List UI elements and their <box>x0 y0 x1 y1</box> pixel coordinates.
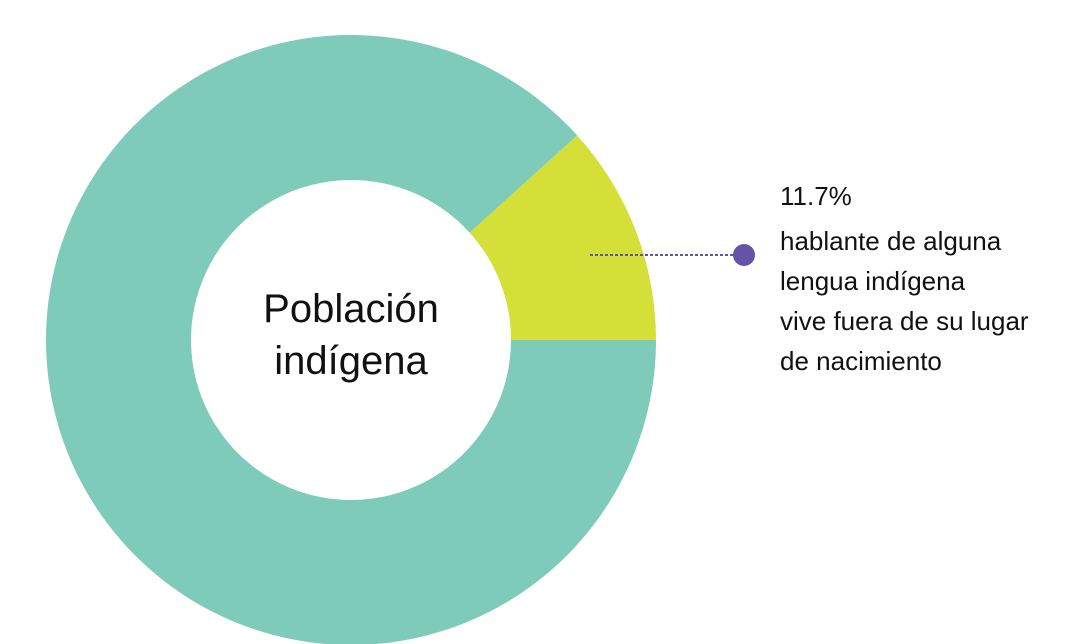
donut-segment <box>469 135 656 340</box>
center-label: indígena <box>274 339 428 383</box>
center-label: Población <box>263 287 439 331</box>
annotation-line: lengua indígena <box>780 266 966 296</box>
leader-dot <box>733 244 755 266</box>
annotation-line: vive fuera de su lugar <box>780 306 1029 336</box>
donut-segment <box>46 35 656 644</box>
annotation-line: hablante de alguna <box>780 226 1002 256</box>
value-label: 11.7% <box>780 181 852 211</box>
annotation-line: de nacimiento <box>780 346 942 376</box>
